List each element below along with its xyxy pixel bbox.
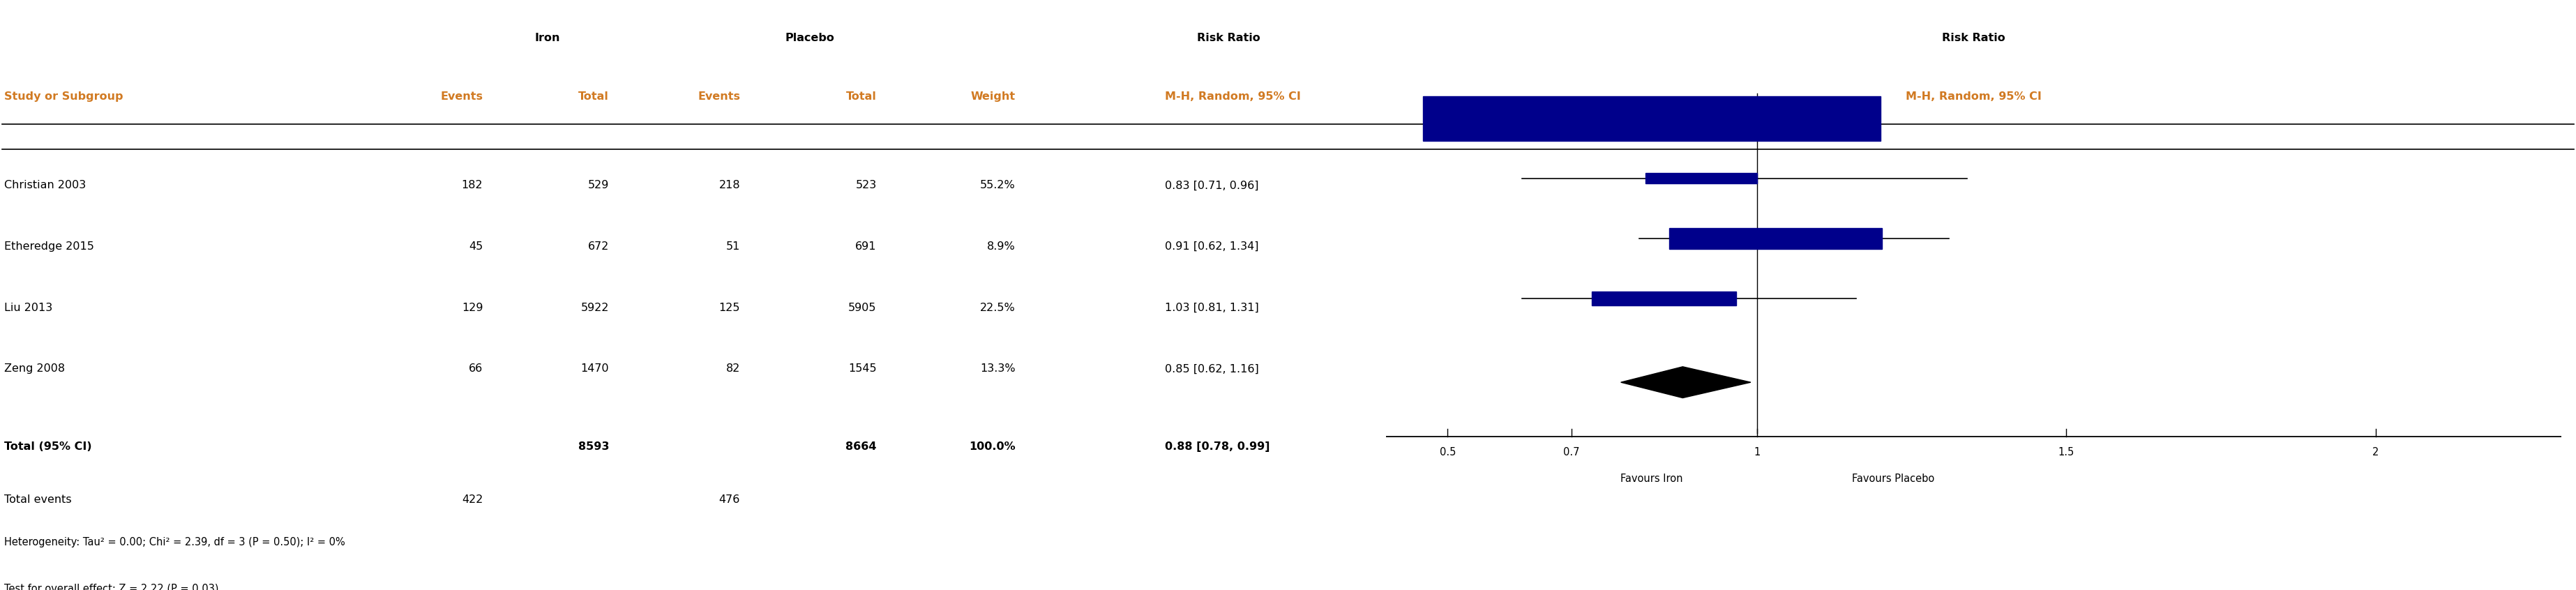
Text: 1.03 [0.81, 1.31]: 1.03 [0.81, 1.31] <box>1164 303 1260 313</box>
Text: 82: 82 <box>726 363 739 374</box>
Text: 13.3%: 13.3% <box>979 363 1015 374</box>
Text: Liu 2013: Liu 2013 <box>5 303 54 313</box>
Text: 100.0%: 100.0% <box>969 441 1015 452</box>
Text: Christian 2003: Christian 2003 <box>5 180 85 191</box>
Text: Iron: Iron <box>533 33 559 43</box>
Text: 0.85 [0.62, 1.16]: 0.85 [0.62, 1.16] <box>1164 363 1260 374</box>
Text: 1545: 1545 <box>848 363 876 374</box>
Text: 218: 218 <box>719 180 739 191</box>
Text: 8.9%: 8.9% <box>987 241 1015 252</box>
Text: 529: 529 <box>587 180 608 191</box>
Text: Placebo: Placebo <box>786 33 835 43</box>
Text: 129: 129 <box>461 303 482 313</box>
Text: 672: 672 <box>587 241 608 252</box>
Text: 51: 51 <box>726 241 739 252</box>
Text: Study or Subgroup: Study or Subgroup <box>5 91 124 101</box>
Text: 422: 422 <box>461 494 482 504</box>
Text: 691: 691 <box>855 241 876 252</box>
Text: 8593: 8593 <box>577 441 608 452</box>
Text: Total events: Total events <box>5 494 72 504</box>
Text: Total: Total <box>580 91 608 101</box>
Text: 182: 182 <box>461 180 482 191</box>
Text: 66: 66 <box>469 363 482 374</box>
Text: 5922: 5922 <box>580 303 608 313</box>
Text: 22.5%: 22.5% <box>979 303 1015 313</box>
Text: M-H, Random, 95% CI: M-H, Random, 95% CI <box>1906 91 2040 101</box>
Text: 0.83 [0.71, 0.96]: 0.83 [0.71, 0.96] <box>1164 180 1257 191</box>
Text: 5905: 5905 <box>848 303 876 313</box>
Text: 0.91 [0.62, 1.34]: 0.91 [0.62, 1.34] <box>1164 241 1257 252</box>
Text: Total: Total <box>845 91 876 101</box>
Text: 0.88 [0.78, 0.99]: 0.88 [0.78, 0.99] <box>1164 441 1270 452</box>
Text: Zeng 2008: Zeng 2008 <box>5 363 64 374</box>
Text: 55.2%: 55.2% <box>979 180 1015 191</box>
Text: Events: Events <box>440 91 482 101</box>
Text: 8664: 8664 <box>845 441 876 452</box>
Text: Heterogeneity: Tau² = 0.00; Chi² = 2.39, df = 3 (P = 0.50); I² = 0%: Heterogeneity: Tau² = 0.00; Chi² = 2.39,… <box>5 537 345 548</box>
Text: Etheredge 2015: Etheredge 2015 <box>5 241 95 252</box>
Text: Events: Events <box>698 91 739 101</box>
Text: Test for overall effect: Z = 2.22 (P = 0.03): Test for overall effect: Z = 2.22 (P = 0… <box>5 583 219 590</box>
Text: Total (95% CI): Total (95% CI) <box>5 441 93 452</box>
Text: Risk Ratio: Risk Ratio <box>1198 33 1260 43</box>
Text: 476: 476 <box>719 494 739 504</box>
Text: 523: 523 <box>855 180 876 191</box>
Text: Risk Ratio: Risk Ratio <box>1942 33 2004 43</box>
Text: 125: 125 <box>719 303 739 313</box>
Text: M-H, Random, 95% CI: M-H, Random, 95% CI <box>1164 91 1301 101</box>
Text: 45: 45 <box>469 241 482 252</box>
Text: 1470: 1470 <box>580 363 608 374</box>
Text: Weight: Weight <box>971 91 1015 101</box>
